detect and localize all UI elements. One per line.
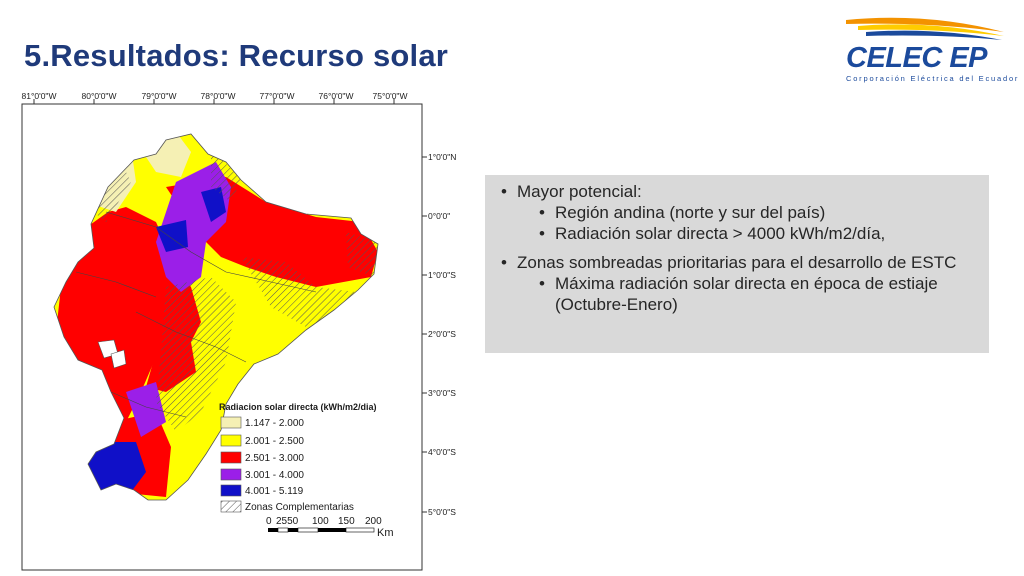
- scale-unit: Km: [377, 527, 394, 539]
- legend-label: Zonas Complementarias: [245, 502, 354, 513]
- solar-radiation-map: 81°0'0"W 80°0'0"W 79°0'0"W 78°0'0"W 77°0…: [21, 92, 456, 571]
- lon-label: 81°0'0"W: [22, 92, 57, 101]
- sub-bullet-item: Región andina (norte y sur del país): [495, 202, 979, 223]
- sub-bullet-item: Radiación solar directa > 4000 kWh/m2/dí…: [495, 223, 979, 244]
- lon-label: 79°0'0"W: [142, 92, 177, 101]
- sub-bullet-item: Máxima radiación solar directa en época …: [495, 273, 979, 315]
- scale-label: 0: [266, 516, 272, 527]
- map-legend: Radiacion solar directa (kWh/m2/dia) 1.1…: [219, 402, 377, 513]
- legend-swatch-5: [220, 484, 242, 497]
- legend-swatch-4: [220, 468, 242, 481]
- scale-label: 2550: [276, 516, 299, 527]
- lon-ticks: [33, 99, 395, 104]
- lat-label: 0°0'0": [428, 211, 450, 221]
- slide-title: 5.Resultados: Recurso solar: [24, 38, 449, 73]
- scale-bar: 0 2550 100 150 200 Km: [266, 516, 394, 539]
- legend-label: 2.501 - 3.000: [245, 453, 304, 464]
- logo-wordmark: CELEC EP: [846, 42, 988, 74]
- legend-swatch-3: [220, 451, 242, 464]
- findings-box: Mayor potencial: Región andina (norte y …: [485, 175, 989, 353]
- celec-logo-swoosh: [846, 17, 1004, 40]
- legend-swatch-2: [220, 434, 242, 447]
- lat-label: 4°0'0"S: [428, 447, 456, 457]
- bullet-item: Mayor potencial:: [495, 181, 979, 202]
- legend-title: Radiacion solar directa (kWh/m2/dia): [219, 402, 377, 412]
- island: [110, 349, 127, 369]
- lon-label: 77°0'0"W: [260, 92, 295, 101]
- lon-label: 76°0'0"W: [319, 92, 354, 101]
- lon-label: 80°0'0"W: [82, 92, 117, 101]
- lat-label: 1°0'0"S: [428, 270, 456, 280]
- scale-label: 200: [365, 516, 382, 527]
- lat-label: 2°0'0"S: [428, 329, 456, 339]
- lat-label: 3°0'0"S: [428, 388, 456, 398]
- legend-label: 2.001 - 2.500: [245, 436, 304, 447]
- legend-label: 1.147 - 2.000: [245, 418, 304, 429]
- bullet-item: Zonas sombreadas prioritarias para el de…: [495, 252, 979, 273]
- scale-label: 100: [312, 516, 329, 527]
- legend-label: 3.001 - 4.000: [245, 470, 304, 481]
- legend-label: 4.001 - 5.119: [245, 486, 304, 497]
- legend-swatch-hatch: [220, 500, 242, 513]
- lon-label: 78°0'0"W: [201, 92, 236, 101]
- lat-label: 5°0'0"S: [428, 507, 456, 517]
- logo-subtitle: Corporación Eléctrica del Ecuador: [846, 74, 1020, 83]
- ecuador-outline: [53, 133, 379, 501]
- lat-label: 1°0'0"N: [428, 152, 456, 162]
- legend-swatch-1: [220, 416, 242, 429]
- scale-label: 150: [338, 516, 355, 527]
- lon-label: 75°0'0"W: [373, 92, 408, 101]
